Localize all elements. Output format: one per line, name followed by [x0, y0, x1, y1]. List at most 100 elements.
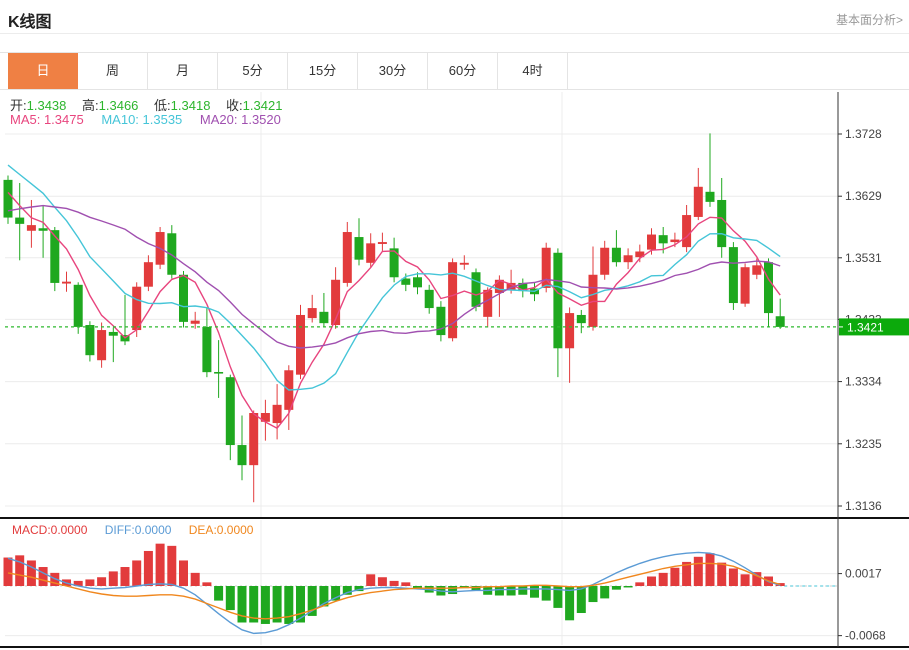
main-axis-label: 1.3629 — [845, 189, 882, 203]
candle-body — [389, 248, 399, 278]
macd-hist-bar — [354, 586, 364, 592]
dea-value: DEA:0.0000 — [188, 523, 254, 537]
candle-body — [366, 243, 376, 263]
macd-hist-bar — [366, 574, 376, 586]
macd-hist-bar — [260, 586, 270, 624]
candle-body — [62, 281, 71, 284]
candle-body — [108, 331, 118, 336]
tab-week[interactable]: 周 — [78, 53, 148, 89]
macd-hist-bar — [377, 577, 387, 586]
candle-body — [506, 282, 516, 290]
candle-body — [682, 215, 692, 248]
candle-body — [225, 377, 235, 446]
diff-value: DIFF:0.0000 — [104, 523, 172, 537]
macd-hist-bar — [728, 568, 738, 586]
macd-hist-bar — [331, 586, 341, 601]
macd-hist-bar — [541, 586, 551, 601]
macd-hist-bar — [202, 582, 212, 586]
dea-line — [7, 562, 781, 620]
candle-body — [26, 225, 36, 231]
fundamental-analysis-link[interactable]: 基本面分析> — [835, 13, 903, 27]
macd-hist-bar — [413, 586, 422, 589]
candle-body — [260, 412, 270, 422]
macd-hist-bar — [576, 586, 586, 614]
candle-body — [190, 320, 200, 324]
close-label: 收: — [226, 98, 243, 113]
macd-hist-bar — [658, 572, 668, 586]
candle-body — [740, 267, 750, 304]
candle-body — [541, 247, 551, 288]
macd-hist-bar — [565, 586, 575, 621]
candle-body — [553, 252, 563, 349]
macd-hist-bar — [143, 550, 153, 586]
ma20-line — [7, 204, 781, 349]
candle-body — [249, 412, 259, 466]
tab-5min[interactable]: 5分 — [218, 53, 288, 89]
candle-body — [565, 313, 575, 349]
macd-hist-bar — [319, 586, 329, 607]
macd-hist-bar — [307, 586, 317, 616]
candle-body — [752, 265, 762, 275]
ma5-value: MA5: 1.3475 — [10, 112, 84, 127]
low-label: 低: — [154, 98, 171, 113]
close-value: 1.3421 — [242, 98, 283, 113]
candle-body — [202, 326, 212, 373]
candle-body — [658, 235, 668, 244]
macd-hist-bar — [85, 579, 95, 586]
price-badge-label: 1.3421 — [847, 320, 884, 334]
macd-hist-bar — [108, 571, 118, 586]
macd-hist-bar — [389, 580, 399, 586]
price-badge — [839, 318, 909, 336]
candle-body — [38, 228, 48, 231]
candle-body — [693, 186, 703, 217]
low-value: 1.3418 — [170, 98, 211, 113]
macd-hist-bar — [132, 560, 142, 586]
macd-hist-bar — [155, 543, 165, 586]
macd-hist-bar — [518, 586, 528, 595]
candle-body — [179, 274, 188, 322]
tab-60min[interactable]: 60分 — [428, 53, 498, 89]
candle-body — [705, 191, 715, 202]
candle-body — [483, 289, 493, 317]
tab-30min[interactable]: 30分 — [358, 53, 428, 89]
macd-hist-bar — [682, 561, 692, 586]
candle-body — [272, 404, 282, 424]
macd-hist-bar — [342, 586, 352, 595]
ohlc-legend: 开:1.3438 高:1.3466 低:1.3418 收:1.3421 — [10, 95, 294, 114]
main-axis-label: 1.3531 — [845, 251, 882, 265]
page-title: K线图 — [8, 14, 52, 31]
candle-body — [73, 284, 83, 327]
tab-4hour[interactable]: 4时 — [498, 53, 568, 89]
candle-body — [728, 247, 738, 304]
candle-body — [319, 311, 329, 324]
ma10-line — [7, 164, 781, 391]
candle-body — [143, 262, 153, 287]
candle-body — [97, 330, 107, 361]
candle-body — [670, 239, 680, 243]
macd-hist-bar — [272, 586, 282, 623]
macd-hist-bar — [167, 545, 177, 586]
macd-hist-bar — [553, 586, 563, 608]
candle-body — [50, 230, 60, 283]
macd-hist-bar — [740, 574, 750, 586]
candle-body — [623, 255, 633, 263]
macd-hist-bar — [588, 586, 598, 603]
macd-hist-bar — [401, 582, 411, 586]
macd-hist-bar — [249, 586, 259, 623]
macd-hist-bar — [752, 572, 762, 586]
candle-body — [717, 199, 727, 248]
candle-body — [307, 308, 317, 319]
macd-hist-bar — [670, 567, 680, 586]
tab-day[interactable]: 日 — [8, 53, 78, 89]
tab-month[interactable]: 月 — [148, 53, 218, 89]
ma10-value: MA10: 1.3535 — [101, 112, 183, 127]
macd-hist-bar — [179, 560, 188, 586]
candle-body — [494, 279, 504, 293]
macd-hist-bar — [693, 556, 703, 586]
macd-hist-bar — [705, 553, 715, 586]
period-tabbar: 日 周 月 5分 15分 30分 60分 4时 — [0, 52, 909, 90]
macd-hist-bar — [97, 577, 107, 586]
tab-15min[interactable]: 15分 — [288, 53, 358, 89]
